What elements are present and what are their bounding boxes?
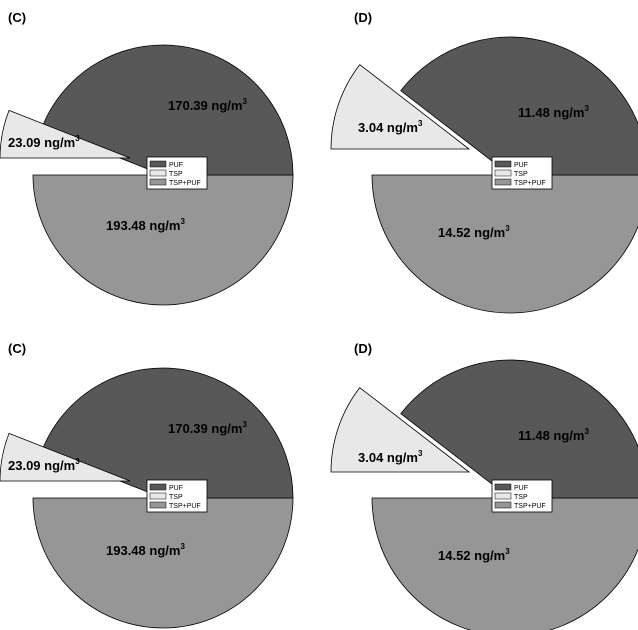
label-tsp-value: 23.09 ng/m3 <box>8 134 80 150</box>
legend-label-2: TSP <box>169 494 183 501</box>
legend-label-2: TSP <box>169 171 183 178</box>
legend-swatch-3 <box>494 178 512 186</box>
panel-label: (D) <box>354 341 372 356</box>
slice-tsp-puf <box>371 497 638 630</box>
slice-tsp-puf <box>32 174 294 306</box>
slice-tsp <box>330 64 471 150</box>
legend-swatch-1 <box>494 483 512 491</box>
label-puf-value: 11.48 ng/m3 <box>518 104 589 120</box>
slice-puf <box>400 36 638 176</box>
legend-swatch-2 <box>494 169 512 177</box>
label-tsp-puf-value: 14.52 ng/m3 <box>438 224 510 240</box>
legend-label-1: PUF <box>169 485 183 492</box>
slice-tsp-group <box>330 64 471 150</box>
legend-swatch-3 <box>494 501 512 509</box>
legend-label-3: TSP+PUF <box>169 503 201 510</box>
legend-label-3: TSP+PUF <box>514 503 546 510</box>
panel-label: (D) <box>354 10 372 25</box>
legend-label-1: PUF <box>514 162 528 169</box>
legend-label-3: TSP+PUF <box>169 180 201 187</box>
legend: PUF TSP TSP+PUF <box>491 156 553 190</box>
pie-panel-4: (D) 11.48 ng/m3 3.04 ng/m3 14.52 ng/m3 PUF TS… <box>330 341 638 630</box>
slice-tsp-puf <box>371 174 638 314</box>
slice-tsp <box>0 432 131 482</box>
legend: PUF TSP TSP+PUF <box>146 479 208 513</box>
legend-swatch-1 <box>149 483 167 491</box>
slice-tsp-group <box>0 109 131 159</box>
legend-swatch-3 <box>149 178 167 186</box>
slice-puf <box>400 359 638 499</box>
pie-panel-1: (C) 170.39 ng/m3 23.09 ng/m3 193.48 ng/m3 PU… <box>0 10 294 306</box>
legend-label-2: TSP <box>514 494 528 501</box>
label-tsp-value: 3.04 ng/m3 <box>358 449 423 465</box>
label-tsp-value: 23.09 ng/m3 <box>8 457 80 473</box>
legend-label-1: PUF <box>514 485 528 492</box>
legend: PUF TSP TSP+PUF <box>491 479 553 513</box>
legend-label-3: TSP+PUF <box>514 180 546 187</box>
legend: PUF TSP TSP+PUF <box>146 156 208 190</box>
label-puf-value: 170.39 ng/m3 <box>168 97 247 113</box>
pie-panel-2: (D) 11.48 ng/m3 3.04 ng/m3 14.52 ng/m3 PUF TS… <box>330 10 638 314</box>
slice-tsp-group <box>0 432 131 482</box>
legend-swatch-1 <box>494 160 512 168</box>
legend-swatch-1 <box>149 160 167 168</box>
slice-puf <box>41 367 294 499</box>
slice-tsp <box>330 387 471 473</box>
legend-label-1: PUF <box>169 162 183 169</box>
label-puf-value: 11.48 ng/m3 <box>518 427 589 443</box>
slice-tsp <box>0 109 131 159</box>
legend-swatch-2 <box>494 492 512 500</box>
label-tsp-value: 3.04 ng/m3 <box>358 119 423 135</box>
legend-swatch-3 <box>149 501 167 509</box>
panel-label: (C) <box>8 10 26 25</box>
slice-tsp-group <box>330 387 471 473</box>
label-tsp-puf-value: 193.48 ng/m3 <box>106 542 185 558</box>
legend-label-2: TSP <box>514 171 528 178</box>
legend-swatch-2 <box>149 169 167 177</box>
pie-panel-3: (C) 170.39 ng/m3 23.09 ng/m3 193.48 ng/m3 PU… <box>0 341 294 629</box>
legend-swatch-2 <box>149 492 167 500</box>
label-puf-value: 170.39 ng/m3 <box>168 420 247 436</box>
slice-puf <box>41 44 294 176</box>
slice-tsp-puf <box>32 497 294 629</box>
label-tsp-puf-value: 14.52 ng/m3 <box>438 547 510 563</box>
label-tsp-puf-value: 193.48 ng/m3 <box>106 217 185 233</box>
panel-label: (C) <box>8 341 26 356</box>
